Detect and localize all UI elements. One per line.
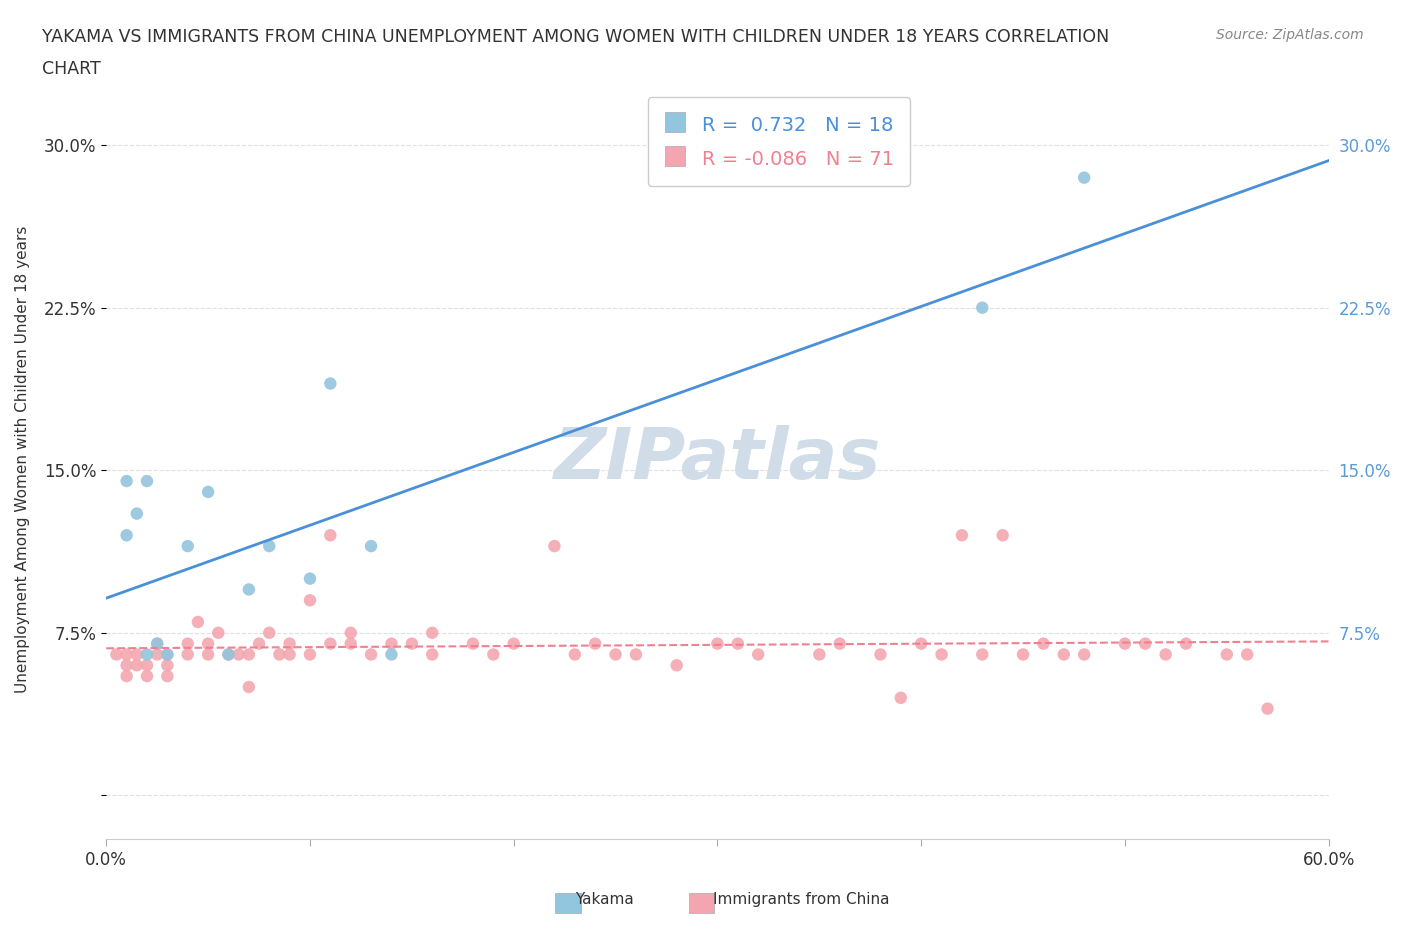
Point [146, 636, 169, 651]
Point [136, 669, 159, 684]
Point [339, 625, 361, 640]
Point [564, 647, 586, 662]
Text: Immigrants from China: Immigrants from China [713, 892, 890, 907]
Point [187, 615, 209, 630]
Point [1236, 647, 1258, 662]
Point [218, 647, 240, 662]
Point [319, 376, 342, 391]
Text: Yakama: Yakama [575, 892, 634, 907]
Point [1032, 636, 1054, 651]
Point [197, 647, 219, 662]
Point [298, 647, 321, 662]
Point [1073, 170, 1095, 185]
Point [624, 647, 647, 662]
Point [706, 636, 728, 651]
Point [950, 528, 973, 543]
Point [115, 658, 138, 672]
Point [136, 658, 159, 672]
Point [910, 636, 932, 651]
Point [869, 647, 891, 662]
Point [105, 647, 128, 662]
Point [319, 636, 342, 651]
Point [665, 658, 688, 672]
Point [247, 636, 270, 651]
Point [972, 647, 994, 662]
Point [502, 636, 524, 651]
Point [482, 647, 505, 662]
Point [115, 647, 138, 662]
Point [156, 647, 179, 662]
Point [115, 528, 138, 543]
Point [1257, 701, 1279, 716]
Point [461, 636, 484, 651]
Point [207, 625, 229, 640]
Point [727, 636, 749, 651]
Point [583, 636, 606, 651]
Point [177, 538, 200, 553]
Point [1135, 636, 1157, 651]
Point [177, 647, 200, 662]
Point [380, 647, 402, 662]
Point [605, 647, 627, 662]
Legend: R =  0.732   N = 18, R = -0.086   N = 71: R = 0.732 N = 18, R = -0.086 N = 71 [648, 98, 910, 186]
Point [269, 647, 291, 662]
Point [1053, 647, 1076, 662]
Text: ZIPatlas: ZIPatlas [554, 425, 882, 494]
Text: YAKAMA VS IMMIGRANTS FROM CHINA UNEMPLOYMENT AMONG WOMEN WITH CHILDREN UNDER 18 : YAKAMA VS IMMIGRANTS FROM CHINA UNEMPLOY… [42, 28, 1109, 46]
Point [1073, 647, 1095, 662]
Point [146, 636, 169, 651]
Point [401, 636, 423, 651]
Point [420, 625, 443, 640]
Point [278, 636, 301, 651]
Point [1175, 636, 1198, 651]
Point [197, 485, 219, 499]
Point [360, 538, 382, 553]
Point [136, 473, 159, 488]
Point [420, 647, 443, 662]
Point [125, 647, 148, 662]
Point [238, 647, 260, 662]
Point [177, 636, 200, 651]
Point [156, 669, 179, 684]
Point [298, 592, 321, 607]
Point [156, 647, 179, 662]
Point [319, 528, 342, 543]
Point [991, 528, 1014, 543]
Point [890, 690, 912, 705]
Point [339, 636, 361, 651]
Point [278, 647, 301, 662]
Point [257, 625, 280, 640]
Point [115, 669, 138, 684]
Point [125, 658, 148, 672]
Point [1114, 636, 1136, 651]
Point [380, 636, 402, 651]
Point [808, 647, 831, 662]
Point [218, 647, 240, 662]
Text: CHART: CHART [42, 60, 101, 78]
Point [543, 538, 565, 553]
Point [298, 571, 321, 586]
Point [1012, 647, 1035, 662]
Point [828, 636, 851, 651]
Point [360, 647, 382, 662]
Point [747, 647, 769, 662]
Point [238, 680, 260, 695]
Point [156, 658, 179, 672]
Point [197, 636, 219, 651]
Point [146, 647, 169, 662]
Point [238, 582, 260, 597]
Point [257, 538, 280, 553]
Point [1216, 647, 1239, 662]
Y-axis label: Unemployment Among Women with Children Under 18 years: Unemployment Among Women with Children U… [15, 226, 30, 693]
Point [931, 647, 953, 662]
Point [228, 647, 250, 662]
Point [125, 506, 148, 521]
Point [115, 473, 138, 488]
Point [1154, 647, 1177, 662]
Text: Source: ZipAtlas.com: Source: ZipAtlas.com [1216, 28, 1364, 42]
Point [136, 647, 159, 662]
Point [972, 300, 994, 315]
